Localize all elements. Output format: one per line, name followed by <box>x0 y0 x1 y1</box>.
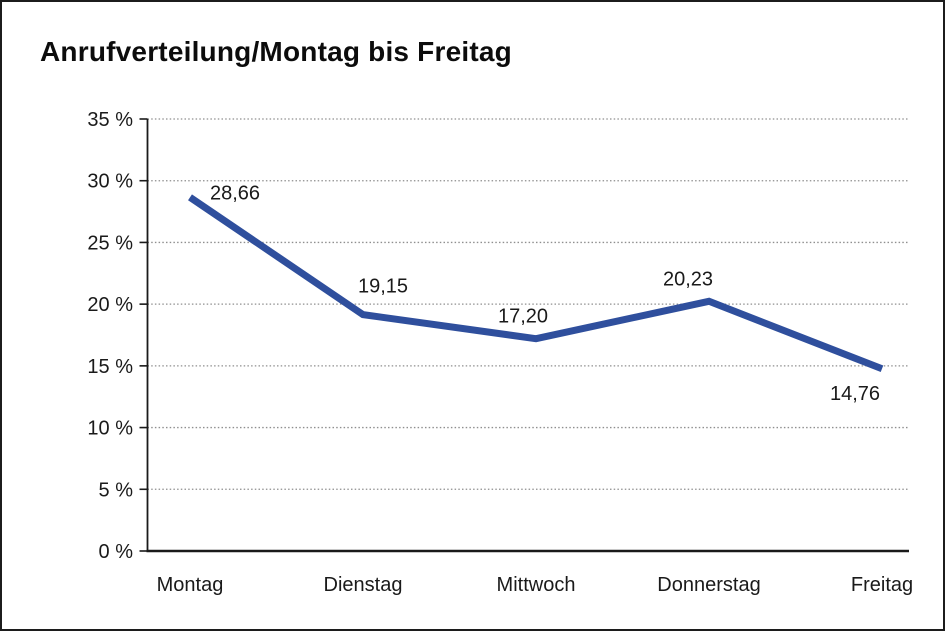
x-tick-label: Donnerstag <box>657 574 760 596</box>
y-tick-label: 0 % <box>99 541 134 563</box>
data-label: 28,66 <box>210 182 260 204</box>
data-label: 14,76 <box>830 383 880 405</box>
chart-title: Anrufverteilung/Montag bis Freitag <box>40 36 512 67</box>
y-tick-label: 15 % <box>87 356 133 378</box>
y-tick-label: 25 % <box>87 232 133 254</box>
x-tick-label: Montag <box>157 574 224 596</box>
y-tick-label: 35 % <box>87 109 133 131</box>
data-label: 20,23 <box>663 268 713 290</box>
y-tick-label: 30 % <box>87 171 133 193</box>
y-tick-label: 20 % <box>87 294 133 316</box>
x-tick-label: Dienstag <box>324 574 403 596</box>
data-label: 17,20 <box>498 306 548 328</box>
x-tick-label: Freitag <box>851 574 913 596</box>
y-tick-label: 10 % <box>87 418 133 440</box>
data-label: 19,15 <box>358 276 408 298</box>
series-line <box>188 194 884 373</box>
x-tick-label: Mittwoch <box>497 574 576 596</box>
y-tick-label: 5 % <box>99 479 134 501</box>
